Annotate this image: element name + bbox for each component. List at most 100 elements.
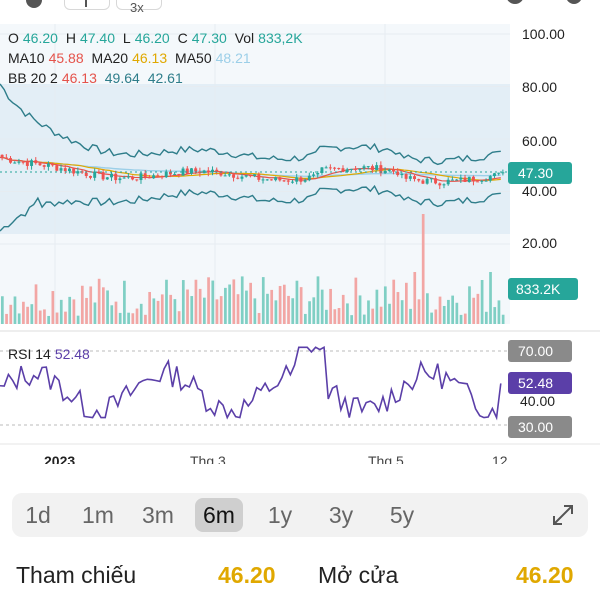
candle-body [164,171,168,178]
candle-body [455,179,459,181]
bb-lower-value: 42.61 [147,70,183,86]
volume-bar [194,279,198,324]
volume-bar [341,294,345,324]
rsi-lower-badge: 30.00 [518,419,553,435]
stock-chart[interactable]: 100.00 80.00 60.00 40.00 20.00 47.30 833… [0,24,600,464]
toolbar-button-multiplier[interactable]: 3x [116,0,162,15]
expand-icon[interactable] [550,502,576,528]
volume-bar [329,288,332,324]
volume-bar [211,280,215,324]
current-price-badge-bg [508,162,572,184]
volume-bar [186,289,189,324]
volume-bar [89,286,93,324]
bb-lower-line [0,184,501,232]
toolbar-button-draw[interactable] [64,0,110,10]
candle-body [307,175,311,181]
candle-body [362,166,366,169]
low-value: 46.20 [134,30,170,46]
candle-body [126,176,130,178]
candle-body [160,176,164,178]
candle-body [354,168,358,170]
volume-bar [430,312,433,324]
volume-bar [152,298,156,324]
candle-body [46,163,50,167]
volume-bar [434,309,438,324]
candle-body [312,174,315,176]
volume-bar [47,315,50,324]
candle-body [413,176,416,180]
candle-body [303,180,307,182]
candle-body [4,157,8,159]
bb-fill [0,84,510,234]
candle-body [497,172,501,174]
ma10-label: MA10 [8,50,45,66]
volume-bar [245,290,248,324]
volume-bar [497,300,501,324]
candle-body [114,173,118,181]
volume-bar [181,280,185,324]
candle-body [156,175,160,177]
draw-icon [85,0,87,7]
volume-bar [123,280,126,324]
candle-body [446,179,450,185]
volume-bar [472,297,476,324]
volume-bar [501,314,505,324]
volume-bar [139,303,143,324]
volume-bar [135,308,139,324]
volume-bar [207,277,210,324]
candle-body [206,170,210,173]
volume-bar [421,214,425,324]
volume-bar [325,309,328,324]
indicator-icon [26,0,42,8]
candle-body [366,166,370,168]
volume-bar [270,289,274,324]
candle-body [459,177,463,180]
tab-6m[interactable]: 6m [195,498,243,532]
volume-bar [43,309,46,324]
volume-badge: 833.2K [516,281,561,297]
volume-bar [144,314,147,324]
candle-body [299,177,303,182]
candle-body [185,168,189,174]
volume-bar [442,305,446,324]
toolbar-button-left[interactable] [20,0,52,8]
volume-bar [228,284,231,324]
volume-bar [405,282,408,324]
volume-bar [383,286,387,324]
volume-bar [308,301,311,324]
tab-1m[interactable]: 1m [82,502,114,528]
candle-body [316,172,320,175]
volume-bar [26,306,29,324]
tab-3m[interactable]: 3m [142,502,174,528]
volume-bar [190,296,194,324]
ma50-label: MA50 [175,50,212,66]
close-icon[interactable] [566,0,582,4]
candle-body [21,161,25,163]
volume-bar [367,300,370,324]
volume-bar [291,298,295,324]
candle-body [408,176,412,179]
tab-3y[interactable]: 3y [328,502,354,528]
rsi-legend: RSI 14 52.48 [8,346,94,362]
candle-body [211,169,214,173]
candle-body [84,172,88,177]
tab-5y[interactable]: 5y [389,502,415,528]
settings-icon[interactable] [506,0,524,4]
volume-bar [417,299,421,324]
volume-bar [240,276,244,324]
tab-1d[interactable]: 1d [25,502,51,528]
candle-body [396,171,400,176]
volume-bar [118,312,122,324]
candle-body [333,167,337,169]
candle-body [131,176,135,180]
volume-bars [1,214,505,324]
tab-1y[interactable]: 1y [267,502,293,528]
volume-bar [13,296,17,324]
candle-body [320,167,324,173]
candle-body [118,178,122,181]
candle-body [442,184,446,186]
high-label: H [65,30,76,46]
ma20-value: 46.13 [132,50,168,66]
price-tick-40: 40.00 [522,183,557,199]
volume-badge-bg [508,278,578,300]
